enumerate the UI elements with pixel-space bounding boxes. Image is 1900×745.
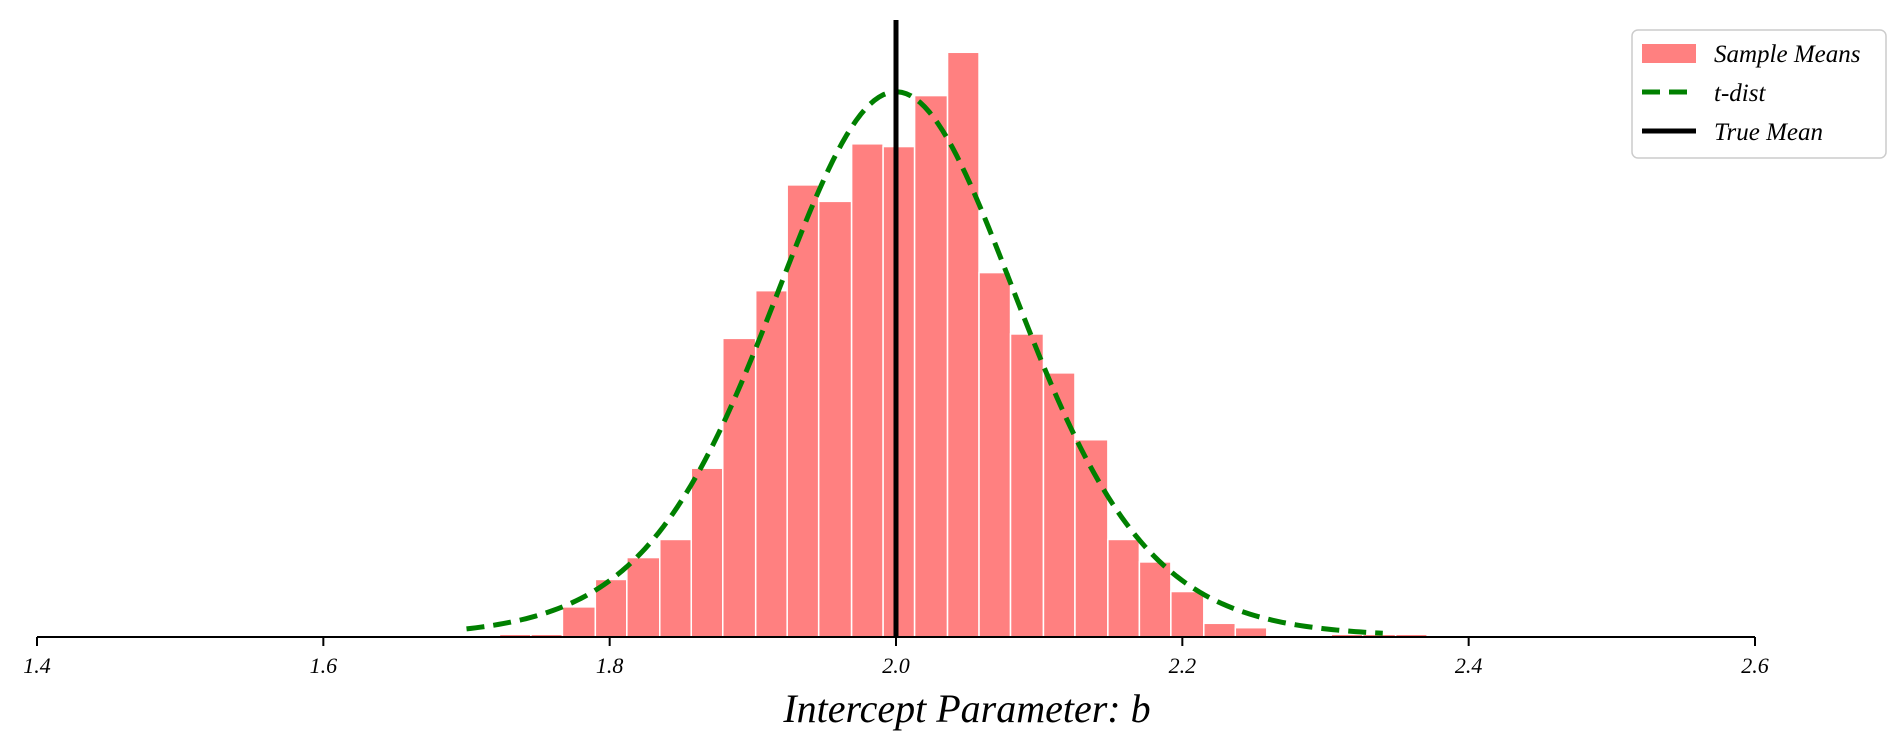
legend-label-sample-means: Sample Means [1714, 41, 1861, 68]
histogram-bar [913, 94, 949, 638]
x-tick-label: 1.6 [310, 653, 338, 678]
histogram-bar [690, 467, 724, 638]
legend-label-true-mean: True Mean [1714, 119, 1823, 146]
histogram-bar [850, 143, 884, 638]
legend-swatch-sample-means [1642, 44, 1696, 63]
x-tick-label: 1.8 [596, 653, 624, 678]
x-axis-title: Intercept Parameter: b [782, 686, 1150, 731]
histogram-bar [978, 271, 1012, 638]
legend: Sample Means t-dist True Mean [1631, 29, 1887, 159]
histogram-bar [1009, 333, 1045, 638]
histogram-bar [786, 184, 820, 638]
histogram-bar [1074, 438, 1109, 638]
x-axis: 1.4 1.6 1.8 2.0 2.2 2.4 2.6 [23, 636, 1769, 678]
histogram-bar [1107, 538, 1141, 638]
x-tick-label: 2.4 [1455, 653, 1483, 678]
histogram-bar [626, 556, 661, 638]
histogram-bar [1234, 626, 1268, 638]
histogram-bar [1170, 590, 1205, 638]
histogram-bar [946, 51, 980, 638]
x-tick-label: 2.2 [1169, 653, 1197, 678]
histogram-bar [1203, 622, 1237, 638]
histogram-bar [561, 606, 597, 638]
histogram-bar [754, 289, 788, 638]
histogram-bar [817, 200, 853, 638]
histogram-bar [1138, 561, 1172, 638]
legend-label-t-dist: t-dist [1714, 80, 1766, 107]
histogram-bar [659, 538, 693, 638]
x-ticks: 1.4 1.6 1.8 2.0 2.2 2.4 2.6 [23, 637, 1769, 678]
x-tick-label: 1.4 [23, 653, 51, 678]
histogram-bar [882, 145, 916, 638]
histogram-bars [465, 51, 1428, 638]
x-tick-label: 2.6 [1741, 653, 1769, 678]
t-dist-curve [466, 89, 1383, 636]
x-tick-label: 2.0 [882, 653, 910, 678]
histogram-bar [1042, 372, 1076, 638]
